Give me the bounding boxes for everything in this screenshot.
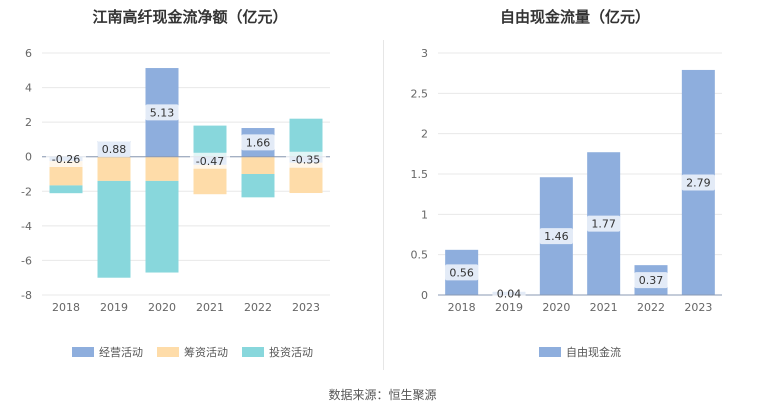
- left-y-tick-label: 0: [25, 151, 32, 164]
- right-data-label-2019: 0.04: [497, 287, 522, 300]
- right-y-tick-label: 1: [421, 208, 428, 221]
- legend-item-investing[interactable]: 投资活动: [242, 344, 313, 360]
- left-y-tick-label: -4: [21, 220, 32, 233]
- legend-swatch-free-cash-flow: [539, 347, 561, 357]
- legend-item-free-cash-flow[interactable]: 自由现金流: [539, 344, 621, 360]
- right-chart-title: 自由现金流量（亿元）: [499, 8, 650, 26]
- right-x-tick-label: 2020: [542, 301, 570, 314]
- left-y-tick-label: 6: [25, 47, 32, 60]
- left-y-tick-label: 4: [25, 82, 32, 95]
- right-data-label-bg-2019: [492, 285, 526, 302]
- left-data-label-2021: -0.47: [196, 155, 224, 168]
- legend-label-free-cash-flow: 自由现金流: [566, 346, 621, 359]
- right-data-label-2023: 2.79: [686, 176, 711, 189]
- right-data-label-2021: 1.77: [591, 218, 616, 231]
- legend-label-operating: 经营活动: [99, 346, 143, 359]
- left-bar-2021-series-2: [193, 125, 227, 157]
- left-data-label-2019: 0.88: [102, 143, 127, 156]
- left-x-tick-label: 2019: [100, 301, 128, 314]
- right-x-tick-label: 2021: [590, 301, 618, 314]
- left-bar-2020-series-1: [145, 156, 179, 181]
- right-data-label-bg-2022: [634, 272, 668, 289]
- right-x-tick-label: 2023: [684, 301, 712, 314]
- left-data-label-bg-2021: [190, 152, 230, 169]
- left-y-tick-label: -6: [21, 254, 32, 267]
- left-data-label-bg-2019: [97, 141, 131, 158]
- legend-label-investing: 投资活动: [269, 346, 313, 359]
- right-data-label-2022: 0.37: [639, 274, 664, 287]
- legend-item-financing[interactable]: 筹资活动: [157, 344, 228, 360]
- left-data-label-bg-2023: [286, 151, 326, 168]
- left-bar-2020-series-2: [145, 180, 179, 273]
- left-chart-title: 江南高纤现金流净额（亿元）: [92, 8, 288, 26]
- left-y-tick-label: -2: [21, 185, 32, 198]
- right-y-tick-label: 2.5: [411, 87, 429, 100]
- legend-label-financing: 筹资活动: [184, 346, 228, 359]
- right-x-tick-label: 2022: [637, 301, 665, 314]
- left-y-tick-label: -8: [21, 289, 32, 302]
- left-data-label-2018: -0.26: [52, 153, 80, 166]
- left-x-tick-label: 2021: [196, 301, 224, 314]
- left-data-label-2022: 1.66: [246, 136, 271, 149]
- left-bar-2023-series-2: [289, 118, 323, 157]
- right-data-label-2018: 0.56: [449, 266, 474, 279]
- right-y-tick-label: 0.5: [411, 249, 429, 262]
- legend-swatch-investing: [242, 347, 264, 357]
- left-bar-2022-series-1: [241, 156, 275, 174]
- left-data-label-bg-2022: [241, 134, 275, 151]
- left-data-label-bg-2018: [46, 150, 86, 167]
- right-data-label-bg-2018: [445, 264, 479, 281]
- left-bar-2021-series-1: [193, 164, 227, 195]
- left-data-label-2020: 5.13: [150, 106, 175, 119]
- data-source-note: 数据来源：恒生聚源: [328, 388, 437, 402]
- right-x-tick-label: 2018: [448, 301, 476, 314]
- right-chart-legend: 自由现金流: [539, 344, 635, 360]
- legend-swatch-operating: [72, 347, 94, 357]
- left-bar-2019-series-2: [97, 180, 131, 278]
- left-x-tick-label: 2023: [292, 301, 320, 314]
- right-y-tick-label: 3: [421, 47, 428, 60]
- left-x-tick-label: 2018: [52, 301, 80, 314]
- left-chart-legend: 经营活动 筹资活动 投资活动: [72, 344, 327, 360]
- legend-swatch-financing: [157, 347, 179, 357]
- left-data-label-2023: -0.35: [292, 154, 320, 167]
- panel-divider: [383, 40, 384, 370]
- left-y-tick-label: 2: [25, 116, 32, 129]
- right-y-tick-label: 1.5: [411, 168, 429, 181]
- left-bar-2018-series-2: [49, 185, 83, 194]
- right-data-label-bg-2020: [539, 228, 573, 245]
- left-x-tick-label: 2022: [244, 301, 272, 314]
- right-data-label-2020: 1.46: [544, 230, 569, 243]
- right-x-tick-label: 2019: [495, 301, 523, 314]
- left-bar-2023-series-1: [289, 162, 323, 194]
- right-y-tick-label: 2: [421, 128, 428, 141]
- right-y-tick-label: 0: [421, 289, 428, 302]
- left-bar-2022-series-2: [241, 174, 275, 198]
- legend-item-operating[interactable]: 经营活动: [72, 344, 143, 360]
- right-data-label-bg-2023: [681, 174, 715, 191]
- left-data-label-bg-2020: [145, 104, 179, 121]
- left-bar-2019-series-1: [97, 156, 131, 181]
- left-x-tick-label: 2020: [148, 301, 176, 314]
- right-data-label-bg-2021: [587, 215, 621, 232]
